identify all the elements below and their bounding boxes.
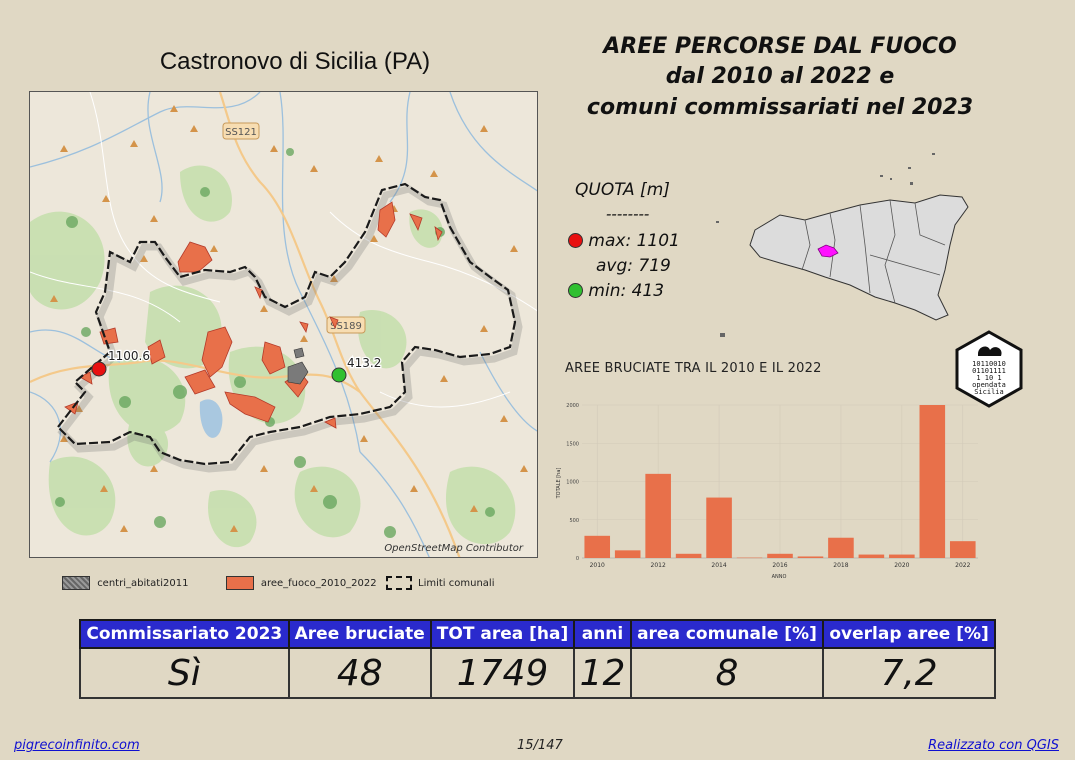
footer-qgis-link[interactable]: Realizzato con QGIS: [928, 738, 1059, 753]
quota-avg: avg: 719: [596, 256, 671, 276]
legend-swatch-boundary: [385, 576, 412, 590]
svg-text:1100.6: 1100.6: [108, 349, 150, 363]
opendata-sicilia-logo[interactable]: 10110010 01101111 1 10 1 opendata Sicili…: [954, 330, 1024, 412]
chart-y-tick-label: 1000: [566, 480, 579, 486]
chart-y-tick-label: 1500: [566, 441, 579, 447]
summary-value-row: Sì 48 1749 12 8 7,2: [79, 647, 996, 699]
chart-x-tick-label: 2020: [894, 562, 909, 569]
value-overlap: 7,2: [822, 647, 996, 699]
chart-bar-2014: [706, 497, 732, 558]
value-aree-bruciate: 48: [287, 647, 432, 699]
value-tot-area: 1749: [429, 647, 576, 699]
svg-text:413.2: 413.2: [347, 356, 381, 370]
chart-xlabel: ANNO: [772, 574, 787, 580]
quota-max-row: max: 1101: [568, 231, 680, 251]
chart-ylabel: TOTALE [ha]: [556, 468, 562, 500]
map-title: Castronovo di Sicilia (PA): [159, 48, 431, 75]
quota-min: min: 413: [588, 281, 665, 301]
chart-title: AREE BRUCIATE TRA IL 2010 E IL 2022: [565, 361, 822, 376]
svg-text:SS189: SS189: [330, 321, 362, 332]
svg-text:1 10 1: 1 10 1: [976, 374, 1001, 382]
chart-x-tick-label: 2014: [711, 562, 726, 569]
chart-x-tick-label: 2022: [955, 562, 970, 569]
chart-x-tick-label: 2012: [651, 562, 666, 569]
basemap: SS121 SS189: [30, 92, 537, 557]
svg-text:SS121: SS121: [225, 127, 257, 138]
value-anni: 12: [573, 647, 632, 699]
header-area-comunale: area comunale [%]: [629, 619, 825, 649]
quota-max: max: 1101: [588, 231, 680, 251]
max-dot-icon: [568, 233, 583, 248]
legend-swatch-fire: [225, 576, 254, 590]
max-elevation-marker[interactable]: 1100.6: [91, 348, 151, 377]
chart-bar-2015: [736, 557, 763, 559]
legend-swatch-settlements: [62, 576, 90, 590]
chart-bar-2021: [919, 405, 946, 558]
summary-table: Commissariato 2023 Aree bruciate TOT are…: [79, 619, 996, 699]
header-aree-bruciate: Aree bruciate: [287, 619, 432, 649]
svg-text:10110010: 10110010: [972, 360, 1006, 368]
map-legend: centri_abitati2011 aree_fuoco_2010_2022 …: [62, 576, 494, 590]
chart-bar-2010: [584, 535, 611, 558]
chart-bar-2013: [675, 553, 702, 558]
chart-bar-2022: [949, 541, 976, 558]
legend-label-fire: aree_fuoco_2010_2022: [260, 578, 377, 589]
logo-hexagon: 10110010 01101111 1 10 1 opendata Sicili…: [955, 330, 1023, 408]
municipal-boundary: [56, 182, 517, 466]
legend-label-boundary: Limiti comunali: [418, 578, 495, 589]
chart-x-tick-label: 2018: [833, 562, 848, 569]
quota-divider: --------: [606, 205, 650, 223]
map-frame[interactable]: SS121 SS189: [29, 91, 538, 558]
min-elevation-marker[interactable]: 413.2: [331, 355, 383, 383]
header-tot-area: TOT area [ha]: [429, 619, 576, 649]
chart-y-tick-label: 500: [569, 518, 579, 524]
summary-header-row: Commissariato 2023 Aree bruciate TOT are…: [79, 619, 996, 649]
chart-y-tick-label: 0: [576, 556, 579, 562]
main-title-line1: AREE PERCORSE DAL FUOCO: [603, 34, 957, 59]
header-commissariato: Commissariato 2023: [79, 619, 290, 649]
chart-x-tick-label: 2010: [590, 562, 605, 569]
page-number: 15/147: [517, 738, 563, 753]
value-area-comunale: 8: [629, 647, 825, 699]
legend-label-settlements: centri_abitati2011: [97, 578, 189, 589]
municipality-highlight: [817, 244, 839, 258]
footer-website-link[interactable]: pigrecoinfinito.com: [14, 738, 140, 753]
svg-text:01101111: 01101111: [972, 367, 1006, 375]
chart-bar-2019: [858, 554, 885, 558]
map-credit: OpenStreetMap Contributor: [384, 543, 523, 554]
quota-min-row: min: 413: [568, 281, 664, 301]
header-anni: anni: [573, 619, 632, 649]
min-dot-icon: [568, 283, 583, 298]
chart-bar-2017: [797, 556, 824, 558]
svg-text:Sicilia: Sicilia: [974, 388, 1004, 396]
chart-x-tick-label: 2016: [772, 562, 787, 569]
cloud-icon: [978, 346, 1002, 356]
chart-y-tick-label: 2000: [566, 403, 579, 409]
bar-chart: 2010 2012 2014 2016 2018 2020 2022 0 500 1000 150…: [556, 403, 978, 580]
header-overlap: overlap aree [%]: [822, 619, 996, 649]
fire-areas: [64, 201, 443, 429]
svg-text:opendata: opendata: [972, 381, 1006, 389]
sicily-inset-map: [716, 153, 969, 337]
chart-bar-2018: [828, 537, 854, 558]
road-shield-ss121: SS121: [222, 122, 260, 140]
chart-bar-2020: [889, 554, 915, 558]
main-title-line3: comuni commissariati nel 2023: [586, 95, 974, 120]
chart-bar-2012: [645, 473, 671, 558]
chart-bar-2011: [614, 550, 641, 558]
quota-title: QUOTA [m]: [575, 180, 670, 200]
value-commissariato: Sì: [79, 647, 290, 699]
chart-bar-2016: [767, 553, 793, 558]
main-title-line2: dal 2010 al 2022 e: [665, 64, 895, 89]
settlements: [287, 347, 309, 385]
